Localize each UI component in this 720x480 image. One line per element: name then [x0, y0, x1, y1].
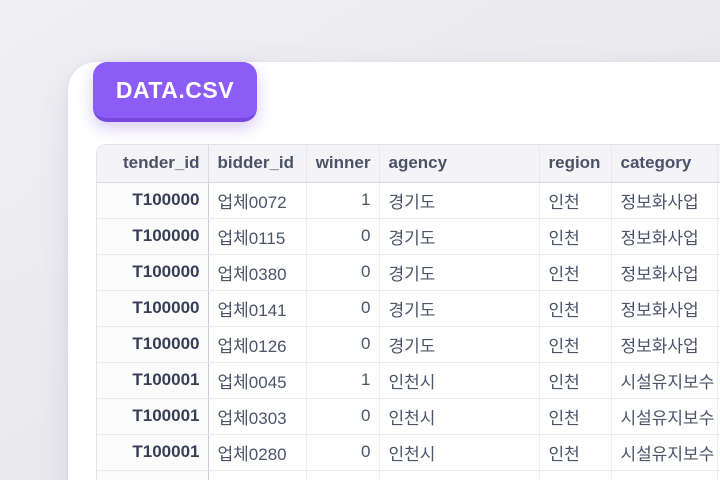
cell-region: 인천: [539, 254, 612, 291]
cell-category: 시설유지보수: [611, 362, 718, 399]
cell-extra: [717, 254, 720, 291]
cell-agency: 경기도: [379, 326, 540, 363]
column-header-agency: agency: [379, 145, 540, 183]
cell-winner: [306, 470, 380, 480]
file-badge-label: DATA.CSV: [115, 76, 235, 103]
cell-tender_id: T100000: [97, 326, 209, 363]
table-row: T100000 업체0380 0 경기도 인천 정보화사업: [97, 254, 720, 291]
table-row-partial: [97, 470, 720, 480]
cell-category: 시설유지보수: [611, 434, 718, 471]
cell-agency: 경기도: [379, 218, 540, 255]
table-row: T100000 업체0126 0 경기도 인천 정보화사업: [97, 326, 720, 363]
table-row: T100000 업체0141 0 경기도 인천 정보화사업: [97, 290, 720, 327]
table-row: T100001 업체0303 0 인천시 인천 시설유지보수: [97, 398, 720, 435]
cell-bidder_id: 업체0380: [208, 254, 307, 291]
cell-tender_id: T100000: [97, 290, 209, 327]
cell-region: 인천: [539, 434, 612, 471]
cell-winner: 1: [306, 362, 380, 399]
cell-category: 시설유지보수: [611, 398, 718, 435]
column-header-winner: winner: [306, 145, 380, 183]
cell-tender_id: T100001: [97, 398, 209, 435]
cell-extra: [717, 326, 720, 363]
cell-winner: 0: [306, 434, 380, 471]
cell-category: 정보화사업: [611, 326, 718, 363]
cell-bidder_id: 업체0115: [208, 218, 307, 255]
cell-winner: 0: [306, 290, 380, 327]
cell-tender_id: [97, 470, 209, 480]
table-row: T100001 업체0045 1 인천시 인천 시설유지보수: [97, 362, 720, 399]
cell-category: 정보화사업: [611, 290, 718, 327]
table-header: tender_id bidder_id winner agency region cate…: [97, 145, 720, 183]
cell-tender_id: T100000: [97, 218, 209, 255]
column-header-extra: [717, 145, 720, 183]
cell-region: 인천: [539, 290, 612, 327]
cell-extra: [717, 362, 720, 399]
cell-winner: 0: [306, 326, 380, 363]
cell-winner: 0: [306, 254, 380, 291]
header-row: tender_id bidder_id winner agency region cate…: [97, 145, 720, 183]
column-header-tender_id: tender_id: [97, 145, 209, 183]
cell-region: 인천: [539, 182, 612, 219]
cell-category: [611, 470, 718, 480]
cell-agency: 인천시: [379, 398, 540, 435]
cell-region: [539, 470, 612, 480]
cell-bidder_id: 업체0045: [208, 362, 307, 399]
cell-extra: [717, 398, 720, 435]
table-row: T100000 업체0115 0 경기도 인천 정보화사업: [97, 218, 720, 255]
cell-extra: [717, 218, 720, 255]
column-header-region: region: [539, 145, 612, 183]
table-body: T100000 업체0072 1 경기도 인천 정보화사업 T100000 업체0115 0 경기…: [97, 182, 720, 480]
column-header-bidder_id: bidder_id: [208, 145, 307, 183]
cell-agency: [379, 470, 540, 480]
cell-tender_id: T100000: [97, 254, 209, 291]
cell-bidder_id: 업체0072: [208, 182, 307, 219]
cell-extra: [717, 290, 720, 327]
table-row: T100000 업체0072 1 경기도 인천 정보화사업: [97, 182, 720, 219]
cell-agency: 경기도: [379, 254, 540, 291]
cell-region: 인천: [539, 362, 612, 399]
cell-tender_id: T100001: [97, 434, 209, 471]
table-container: tender_id bidder_id winner agency region cate…: [96, 144, 720, 480]
cell-tender_id: T100000: [97, 182, 209, 219]
cell-category: 정보화사업: [611, 254, 718, 291]
cell-category: 정보화사업: [611, 182, 718, 219]
table-row: T100001 업체0280 0 인천시 인천 시설유지보수: [97, 434, 720, 471]
column-header-category: category: [611, 145, 718, 183]
cell-winner: 0: [306, 398, 380, 435]
cell-winner: 0: [306, 218, 380, 255]
cell-region: 인천: [539, 326, 612, 363]
cell-bidder_id: [208, 470, 307, 480]
cell-agency: 경기도: [379, 290, 540, 327]
cell-bidder_id: 업체0280: [208, 434, 307, 471]
data-table: tender_id bidder_id winner agency region cate…: [97, 145, 720, 480]
cell-category: 정보화사업: [611, 218, 718, 255]
cell-winner: 1: [306, 182, 380, 219]
cell-agency: 경기도: [379, 182, 540, 219]
cell-extra: [717, 434, 720, 471]
cell-agency: 인천시: [379, 362, 540, 399]
cell-bidder_id: 업체0141: [208, 290, 307, 327]
cell-extra: [717, 470, 720, 480]
cell-region: 인천: [539, 398, 612, 435]
cell-agency: 인천시: [379, 434, 540, 471]
cell-region: 인천: [539, 218, 612, 255]
file-badge[interactable]: DATA.CSV: [93, 62, 257, 122]
cell-bidder_id: 업체0303: [208, 398, 307, 435]
cell-extra: [717, 182, 720, 219]
cell-bidder_id: 업체0126: [208, 326, 307, 363]
cell-tender_id: T100001: [97, 362, 209, 399]
